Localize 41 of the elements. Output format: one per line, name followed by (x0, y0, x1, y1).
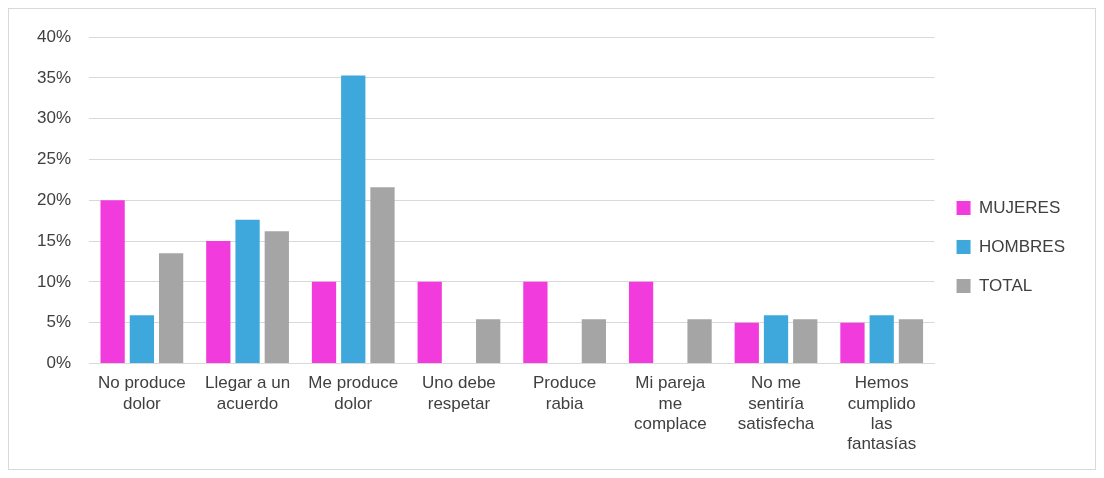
bar (523, 281, 548, 363)
bar (100, 200, 125, 363)
x-tick-label: Llegar a un acuerdo (205, 373, 291, 413)
bar (793, 319, 818, 363)
bar (763, 315, 789, 363)
bar (129, 315, 155, 363)
bar (734, 322, 759, 363)
bar (417, 281, 442, 363)
y-tick-label: 20% (36, 189, 72, 209)
x-tick-label: Uno debe respetar (422, 373, 496, 413)
bar (581, 319, 607, 363)
legend-label: TOTAL (979, 275, 1033, 295)
y-tick-label: 30% (36, 108, 72, 128)
bar (840, 322, 865, 363)
x-tick-label: No me sentiría satisfecha (737, 373, 815, 434)
y-tick-label: 0% (46, 353, 72, 373)
bar (341, 75, 366, 363)
legend-label: HOMBRES (979, 236, 1066, 256)
y-tick-label: 5% (46, 312, 72, 332)
y-tick-label: 35% (36, 67, 72, 87)
bar (311, 281, 337, 363)
bar (628, 281, 654, 363)
bar (476, 319, 501, 363)
x-tick-label: Produce rabia (532, 373, 597, 413)
bar (158, 253, 184, 363)
bar (206, 241, 231, 363)
bar (869, 315, 894, 363)
y-tick-label: 15% (36, 230, 72, 250)
y-tick-label: 10% (36, 271, 72, 291)
x-tick-label: Me produce dolor (308, 373, 399, 413)
bar (264, 231, 289, 363)
bar (235, 219, 260, 363)
y-tick-label: 25% (36, 149, 72, 169)
bar (898, 319, 924, 363)
x-tick-label: Mi pareja me complace (633, 373, 707, 434)
legend-label: MUJERES (979, 197, 1061, 217)
bar (370, 187, 395, 363)
bar (687, 319, 712, 363)
x-tick-label: No produce dolor (97, 373, 186, 413)
x-tick-label: Hemos cumplido las fantasías (847, 373, 917, 454)
y-tick-label: 40% (36, 26, 72, 46)
